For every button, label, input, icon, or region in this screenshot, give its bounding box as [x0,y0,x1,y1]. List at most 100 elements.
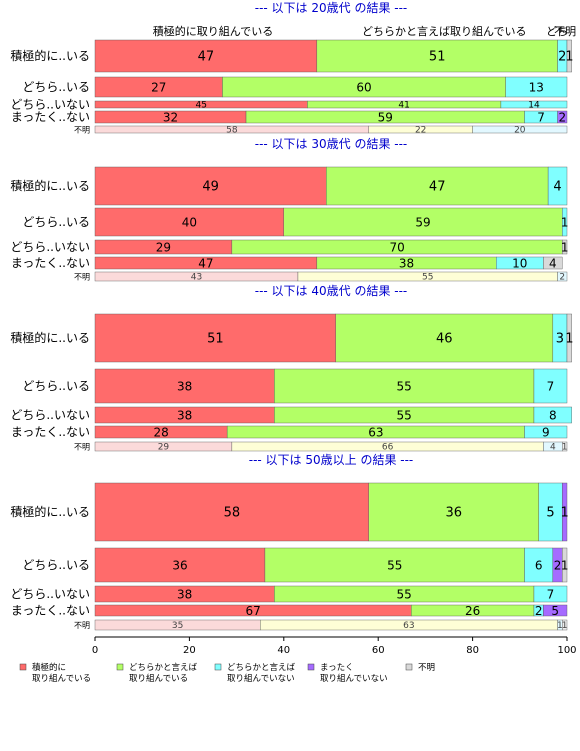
data-label: 47 [198,50,215,65]
legend-swatch [19,663,27,671]
data-label: 5 [551,604,559,618]
panel-title: --- 以下は 30歳代 の結果 --- [255,137,408,151]
data-label: 10 [512,256,527,270]
bar-segment [524,547,554,583]
data-label: 60 [356,80,371,94]
data-label: 49 [202,180,219,195]
x-tick-label: 40 [277,645,290,656]
bar-segment [283,207,563,237]
bar-segment [368,482,539,542]
legend-label: どちらかと言えば [129,662,198,673]
row-label: どちら..いない [10,587,90,601]
data-label: 58 [226,126,238,136]
data-label: 55 [397,408,412,422]
data-label: 66 [382,443,394,453]
data-label: 13 [529,80,544,94]
legend-label: 取り組んでいない [227,673,295,684]
legend-label: 取り組んでいる [32,673,91,684]
row-label: 不明 [74,126,90,135]
legend-label: 取り組んでいる [129,673,188,684]
data-label: 47 [429,180,446,195]
bar-segment [94,482,369,542]
panel-title: --- 以下は 50歳以上 の結果 --- [249,453,414,467]
data-label: 3 [556,332,564,347]
data-label: 1 [557,621,563,631]
bar-segment [562,482,568,542]
data-label: 38 [177,408,192,422]
bar-segment [326,166,549,206]
data-label: 59 [415,215,430,229]
row-label: 不明 [74,443,90,452]
data-label: 29 [156,240,171,254]
data-label: 4 [550,443,556,453]
row-label: どちら..いる [22,215,90,229]
data-label: 36 [445,506,462,521]
data-label: 1 [565,332,573,347]
legend-label: 積極的に [32,662,66,673]
data-label: 2 [535,604,543,618]
data-label: 1 [561,240,569,254]
bar-segment [533,368,568,404]
data-label: 51 [207,332,224,347]
data-label: 4 [549,256,557,270]
bar-segment [94,166,327,206]
top-label: 不明 [554,25,576,38]
data-label: 55 [422,273,433,283]
bar-segment [264,547,525,583]
data-label: 29 [158,443,170,453]
data-label: 63 [403,621,414,631]
data-label: 7 [547,379,555,393]
x-tick-label: 80 [466,645,479,656]
data-label: 38 [399,256,414,270]
bar-segment [566,39,572,73]
bar-segment [562,441,568,452]
bar-segment [557,271,568,282]
row-label: まったく..ない [11,604,90,618]
bar-segment [547,166,568,206]
bar-segment [562,619,568,631]
legend-label: 不明 [418,663,435,673]
data-label: 8 [549,408,557,422]
data-label: 38 [177,379,192,393]
data-label: 2 [558,50,566,65]
bar-segment [274,368,535,404]
data-label: 46 [436,332,453,347]
data-label: 1 [562,443,568,453]
top-label: どち [546,25,568,38]
data-label: 1 [560,506,568,521]
bar-segment [543,604,568,617]
row-label: どちら..いない [10,98,90,112]
data-label: 63 [368,425,383,439]
legend-swatch [214,663,222,671]
bar-segment [533,406,572,424]
bar-segment [500,100,568,109]
bar-segment [524,425,568,439]
data-label: 51 [429,50,446,65]
bar-segment [557,110,568,124]
top-label: 積極的に取り組んでいる [153,24,273,38]
x-tick-label: 20 [183,645,196,656]
top-label: どちらかと言えば取り組んでいる [362,25,526,38]
row-label: 積極的に..いる [10,330,90,345]
data-label: 1 [561,558,569,572]
row-label: まったく..ない [11,110,90,124]
row-label: 積極的に..いる [10,178,90,193]
bar-segment [533,585,568,603]
row-label: 積極的に..いる [10,504,90,519]
data-label: 2 [559,273,565,283]
data-label: 4 [553,180,561,195]
data-label: 45 [195,101,206,111]
data-label: 1 [565,50,573,65]
data-label: 55 [387,558,402,572]
data-label: 59 [378,110,393,124]
data-label: 6 [535,558,543,572]
x-tick-label: 0 [92,645,98,656]
data-label: 9 [542,425,550,439]
x-tick-label: 60 [372,645,385,656]
data-label: 7 [537,110,545,124]
bar-segment [543,256,563,270]
data-label: 7 [547,587,555,601]
data-label: 14 [528,101,540,111]
row-label: まったく..ない [11,256,90,270]
